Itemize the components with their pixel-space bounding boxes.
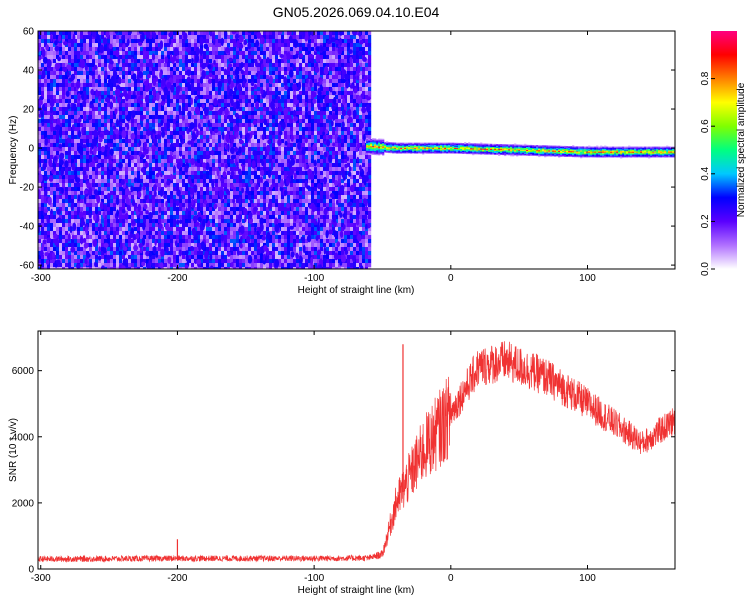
x-tick-label: -200 [167, 273, 187, 284]
spectrogram-noise [38, 31, 372, 269]
colorbar-ticks: 0.0 0.2 0.4 0.6 0.8 [700, 71, 715, 276]
colorbar-tick-label: 0.8 [700, 71, 711, 85]
x-tick-label: -200 [167, 573, 187, 584]
spectrogram-ylabel: Frequency (Hz) [8, 116, 19, 185]
y-tick-label: -40 [20, 222, 35, 233]
snr-xlabel: Height of straight line (km) [298, 585, 415, 596]
y-tick-label: 40 [23, 66, 35, 77]
y-tick-label: -60 [20, 261, 35, 272]
colorbar-label: Normalized spectral amplitude [736, 82, 747, 217]
chart-title: GN05.2026.069.04.10.E04 [273, 4, 440, 20]
y-tick-label: -20 [20, 183, 35, 194]
y-tick-label: 0 [28, 144, 34, 155]
y-tick-label: 4000 [12, 432, 35, 443]
x-tick-label: -300 [31, 273, 51, 284]
x-tick-label: 100 [579, 273, 596, 284]
colorbar-tick-label: 0.4 [700, 166, 711, 180]
snr-plot-area [38, 331, 675, 569]
spectrogram-xlabel: Height of straight line (km) [298, 285, 415, 296]
x-tick-label: -100 [304, 273, 324, 284]
spectrogram-signal-band [366, 137, 675, 159]
x-tick-label: 0 [448, 573, 454, 584]
y-tick-label: 2000 [12, 498, 35, 509]
y-tick-label: 20 [23, 105, 35, 116]
y-tick-label: 6000 [12, 366, 35, 377]
colorbar: 0.0 0.2 0.4 0.6 0.8 Normalized spectral ampl… [700, 31, 747, 276]
spectrogram-frame [37, 30, 676, 270]
x-tick-label: -300 [31, 573, 51, 584]
x-tick-label: 0 [448, 273, 454, 284]
colorbar-gradient [711, 31, 737, 269]
colorbar-tick-label: 0.2 [700, 214, 711, 228]
snr-frame [37, 330, 676, 570]
colorbar-tick-label: 0.6 [700, 119, 711, 133]
snr-ylabel: SNR (10 * v/v) [8, 418, 19, 482]
snr-spikes [176, 344, 404, 559]
snr-series-line [38, 341, 675, 563]
x-tick-label: -100 [304, 573, 324, 584]
y-tick-label: 60 [23, 27, 35, 38]
colorbar-tick-label: 0.0 [700, 262, 711, 276]
x-tick-label: 100 [579, 573, 596, 584]
y-tick-label: 0 [28, 565, 34, 576]
